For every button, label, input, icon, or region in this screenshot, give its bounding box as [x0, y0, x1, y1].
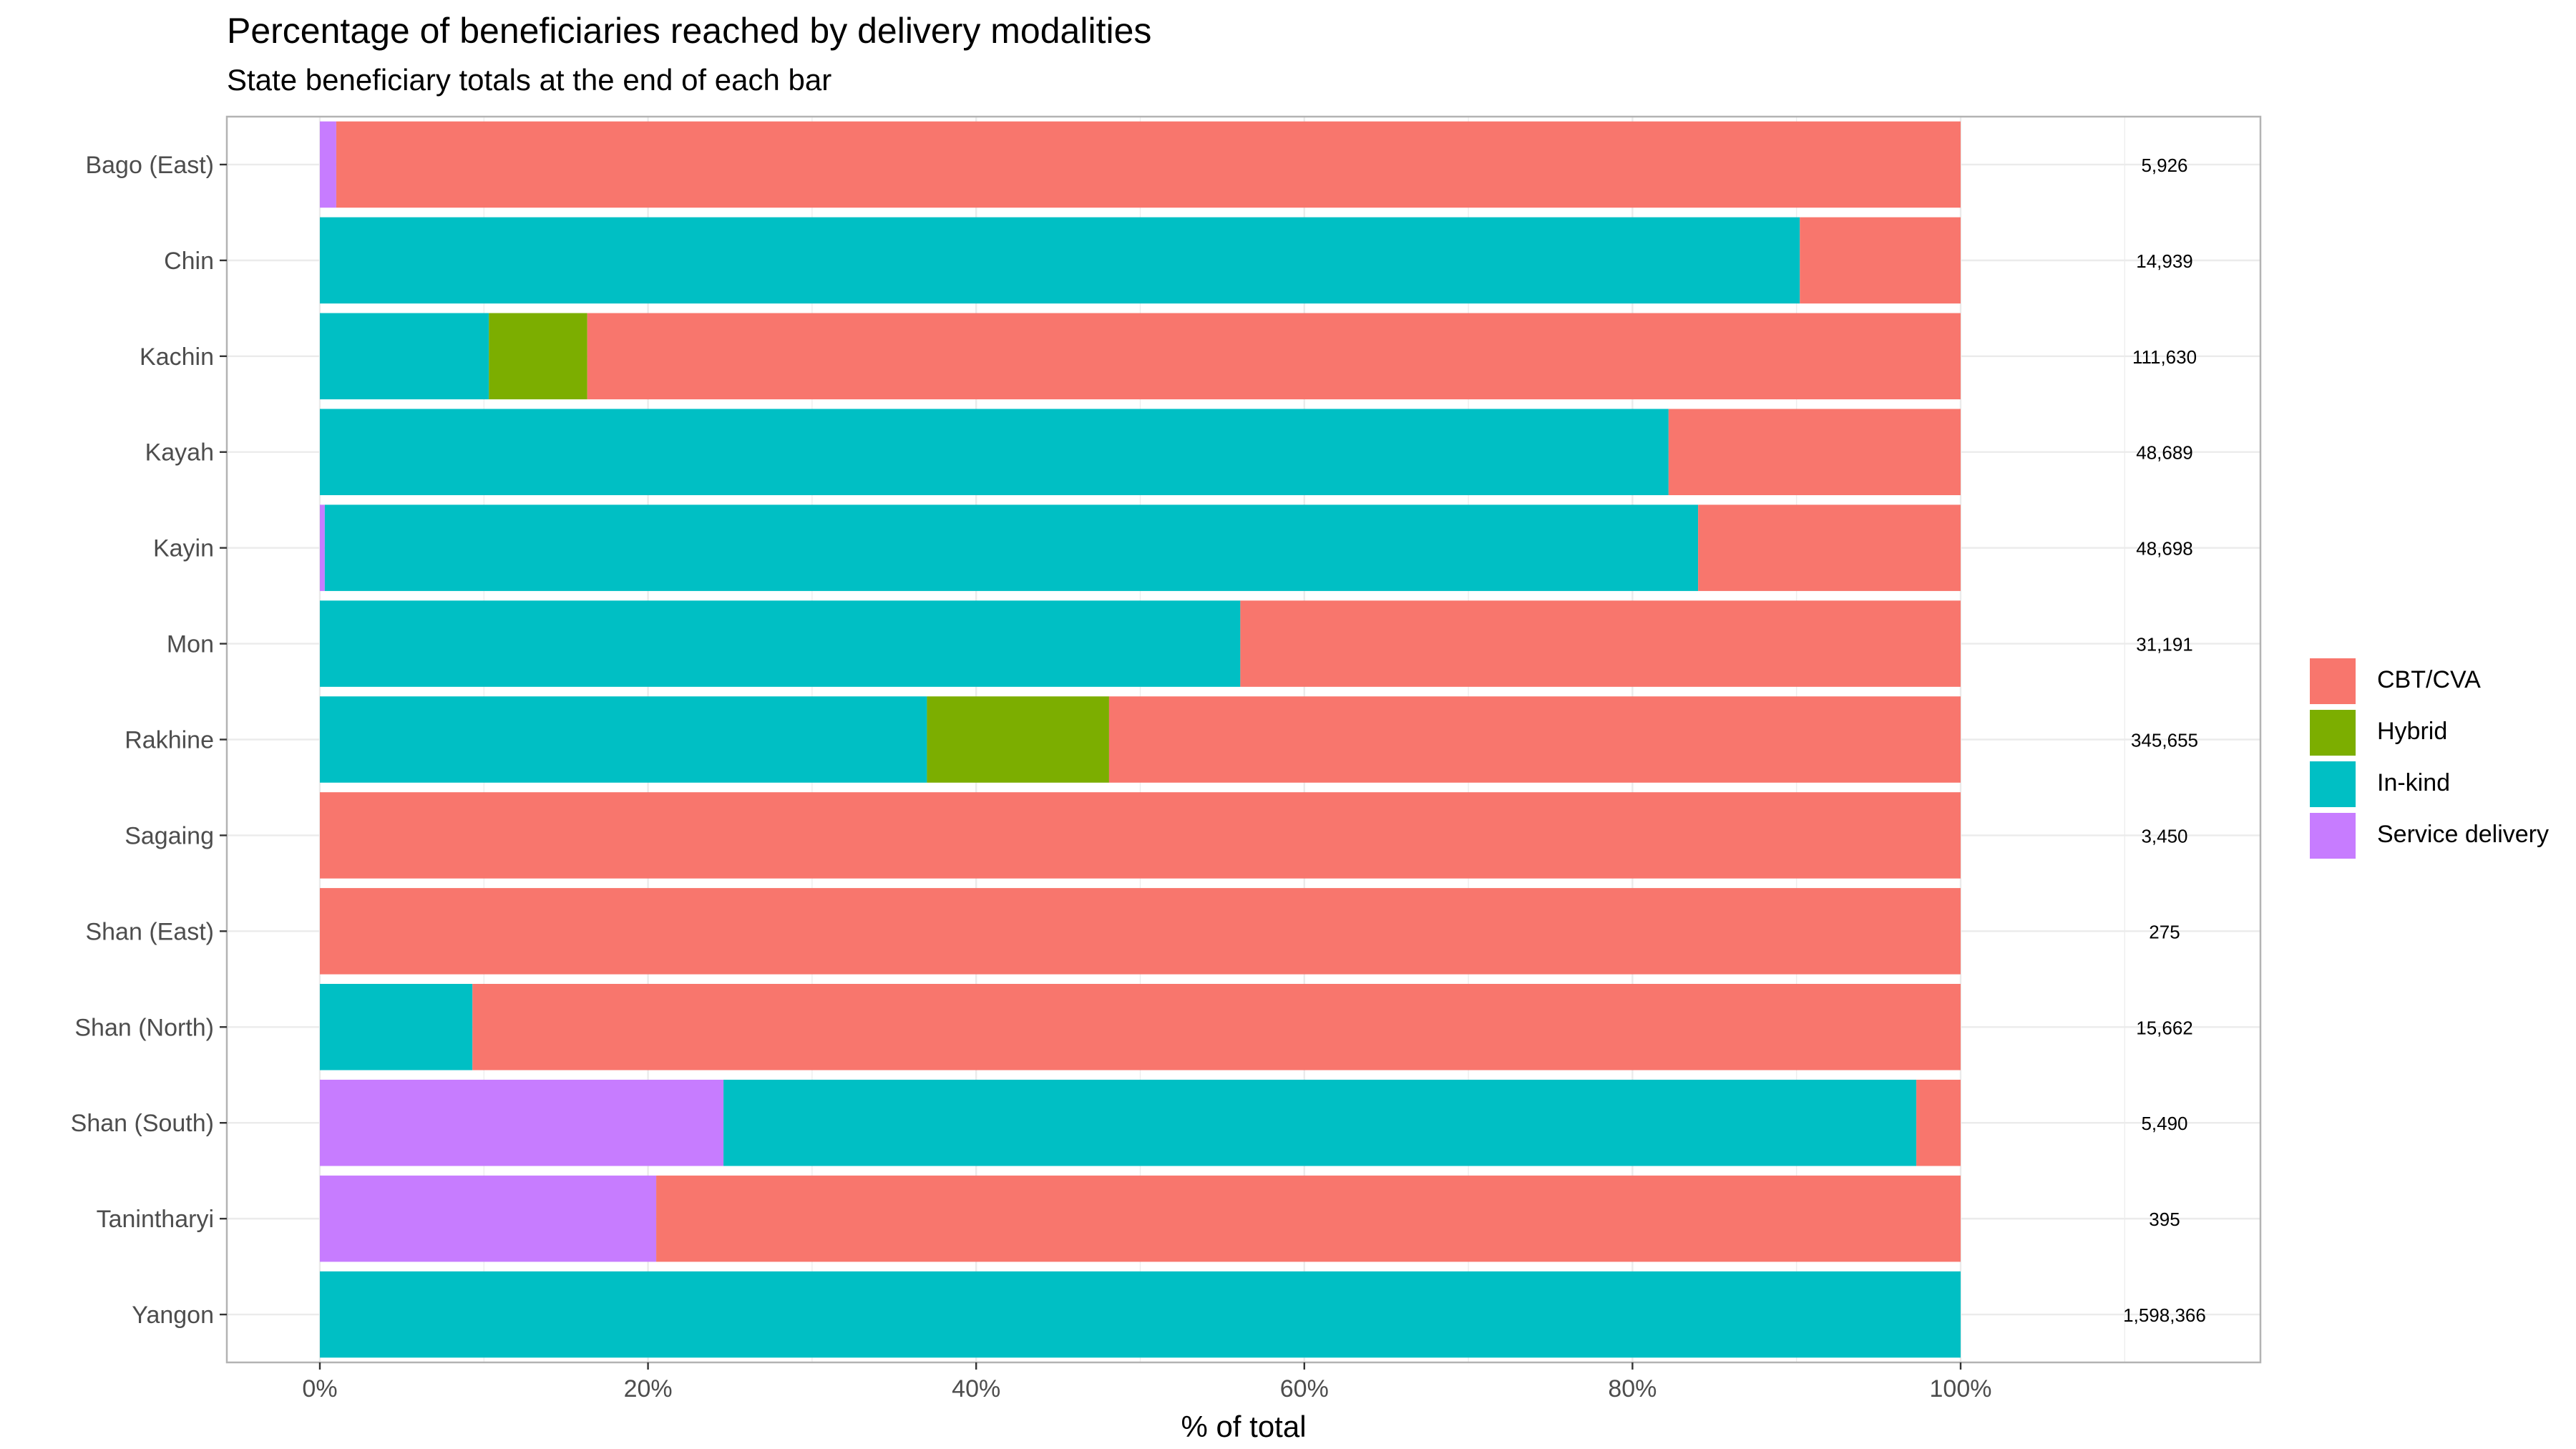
bar-tanintharyi-service-delivery — [320, 1175, 657, 1262]
bar-kayin-cbt-cva — [1698, 504, 1961, 591]
total-label-shan-south: 5,490 — [2141, 1113, 2187, 1134]
bar-mon-in-kind — [320, 600, 1241, 687]
legend-swatch-in-kind — [2310, 761, 2356, 807]
y-tick-label-kayin: Kayin — [153, 535, 214, 562]
total-label-kayah: 48,689 — [2136, 442, 2193, 464]
x-tick-label-40: 40% — [952, 1375, 1000, 1402]
x-tick-label-80: 80% — [1608, 1375, 1657, 1402]
legend-swatch-service-delivery — [2310, 813, 2356, 859]
bar-sagaing-cbt-cva — [320, 792, 1961, 879]
y-tick-label-shan-south: Shan (South) — [71, 1110, 214, 1137]
legend-swatch-cbt-cva — [2310, 658, 2356, 704]
total-label-chin: 14,939 — [2136, 250, 2193, 272]
bar-shan-north-cbt-cva — [472, 984, 1961, 1070]
bar-rakhine-in-kind — [320, 696, 927, 783]
bar-kachin-in-kind — [320, 313, 489, 400]
total-label-shan-east: 275 — [2149, 921, 2180, 942]
y-tick-label-shan-north: Shan (North) — [74, 1014, 214, 1041]
total-label-kachin: 111,630 — [2132, 346, 2197, 368]
bar-shan-south-service-delivery — [320, 1079, 724, 1166]
x-tick-label-0: 0% — [302, 1375, 337, 1402]
legend-label-cbt-cva: CBT/CVA — [2377, 666, 2481, 693]
bar-tanintharyi-cbt-cva — [656, 1175, 1961, 1262]
bar-kayin-in-kind — [324, 504, 1699, 591]
bar-kachin-cbt-cva — [587, 313, 1961, 400]
y-tick-label-yangon: Yangon — [132, 1302, 214, 1329]
total-label-rakhine: 345,655 — [2131, 730, 2198, 751]
total-label-kayin: 48,698 — [2136, 538, 2193, 560]
bar-shan-south-cbt-cva — [1916, 1079, 1961, 1166]
bar-shan-north-in-kind — [320, 984, 473, 1070]
total-label-bago-east: 5,926 — [2141, 155, 2187, 176]
y-tick-label-chin: Chin — [164, 248, 214, 275]
y-tick-label-shan-east: Shan (East) — [85, 918, 214, 945]
legend-label-service-delivery: Service delivery — [2377, 821, 2549, 848]
legend-swatch-hybrid — [2310, 710, 2356, 756]
bar-mon-cbt-cva — [1240, 600, 1961, 687]
x-axis-title: % of total — [1181, 1410, 1306, 1443]
y-tick-label-rakhine: Rakhine — [125, 727, 214, 754]
legend-label-hybrid: Hybrid — [2377, 718, 2448, 745]
chart-subtitle: State beneficiary totals at the end of e… — [227, 63, 832, 97]
bar-kayin-service-delivery — [320, 504, 325, 591]
total-labels: 5,926 14,939 111,630 48,689 48,698 31,191 345,… — [2123, 155, 2206, 1326]
total-label-sagaing: 3,450 — [2141, 825, 2187, 847]
y-tick-label-mon: Mon — [167, 631, 214, 658]
total-label-shan-north: 15,662 — [2136, 1017, 2193, 1038]
legend-label-in-kind: In-kind — [2377, 769, 2451, 796]
bar-kayah-in-kind — [320, 409, 1669, 495]
y-tick-label-sagaing: Sagaing — [125, 822, 214, 849]
bar-bago-east-service-delivery — [320, 121, 336, 208]
bar-kayah-cbt-cva — [1668, 409, 1961, 495]
bar-chin-in-kind — [320, 217, 1800, 304]
y-tick-label-kachin: Kachin — [140, 343, 214, 371]
total-label-mon: 31,191 — [2136, 634, 2193, 655]
total-label-tanintharyi: 395 — [2149, 1209, 2180, 1230]
y-tick-label-bago-east: Bago (East) — [85, 152, 214, 179]
x-tick-label-60: 60% — [1280, 1375, 1329, 1402]
bar-rakhine-cbt-cva — [1108, 696, 1961, 783]
chart-title: Percentage of beneficiaries reached by d… — [227, 11, 1152, 51]
bar-rakhine-hybrid — [927, 696, 1109, 783]
y-tick-label-tanintharyi: Tanintharyi — [97, 1206, 214, 1233]
bars — [320, 121, 1961, 1358]
axes: Bago (East) Chin Kachin Kayah Kayin Mon Rakhin… — [71, 152, 1992, 1402]
bar-kachin-hybrid — [489, 313, 587, 400]
bar-bago-east-cbt-cva — [336, 121, 1961, 208]
y-tick-label-kayah: Kayah — [145, 439, 214, 467]
bar-yangon-in-kind — [320, 1271, 1961, 1358]
total-label-yangon: 1,598,366 — [2123, 1304, 2206, 1326]
x-tick-label-20: 20% — [624, 1375, 673, 1402]
x-tick-label-100: 100% — [1930, 1375, 1992, 1402]
bar-shan-south-in-kind — [723, 1079, 1917, 1166]
bar-shan-east-cbt-cva — [320, 888, 1961, 975]
bar-chin-cbt-cva — [1800, 217, 1961, 304]
